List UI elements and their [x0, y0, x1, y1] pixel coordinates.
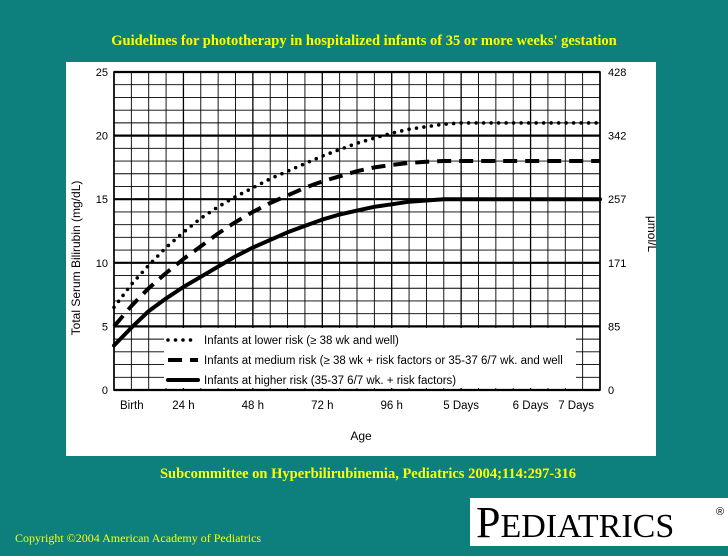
chart-panel: 0 5 10 15 20 25 0 85 171 257 342 428 Birth 24 h 48 h… [66, 62, 656, 456]
legend-label: Infants at medium risk (≥ 38 wk + risk f… [204, 355, 563, 367]
y-axis-right-label: μmol/L [645, 216, 656, 253]
legend-label: Infants at higher risk (35-37 6/7 wk. + … [204, 375, 456, 387]
x-axis-label: Age [350, 429, 372, 443]
slide-title: Guidelines for phototherapy in hospitali… [111, 33, 617, 49]
y-tick-label: 0 [102, 385, 108, 397]
citation: Subcommittee on Hyperbilirubinemia, Pedi… [159, 466, 577, 482]
x-tick-label: 6 Days [513, 400, 549, 412]
x-tick-label: Birth [120, 400, 144, 412]
y-tick-label: 5 [102, 321, 108, 333]
x-tick-label: 72 h [311, 400, 333, 412]
chart-frame [113, 71, 601, 391]
x-tick-label: 48 h [242, 400, 264, 412]
series-line-dashed [112, 159, 600, 328]
legend-box [164, 328, 576, 388]
chart-series [112, 121, 602, 348]
logo-wordmark: PEDIATRICS [476, 500, 674, 556]
y-axis-label: Total Serum Bilirubin (mg/dL) [69, 181, 83, 336]
x-tick-label: 5 Days [443, 400, 479, 412]
y-right-tick-label: 171 [608, 258, 626, 270]
y-tick-label: 25 [96, 67, 108, 79]
legend-label: Infants at lower risk (≥ 38 wk and well) [204, 335, 399, 347]
y-tick-label: 15 [96, 194, 108, 206]
x-axis-ticks: Birth 24 h 48 h 72 h 96 h 5 Days 6 Days 7 Days [120, 400, 594, 412]
x-tick-label: 96 h [381, 400, 403, 412]
y-right-tick-label: 342 [608, 131, 626, 143]
x-tick-label: 7 Days [558, 400, 594, 412]
copyright-notice: Copyright ©2004 American Academy of Pedi… [15, 531, 262, 545]
registered-mark: ® [716, 506, 725, 518]
y-right-tick-label: 428 [608, 67, 626, 79]
chart-legend: Infants at lower risk (≥ 38 wk and well)… [164, 328, 576, 388]
series-line-solid [112, 197, 602, 348]
logo-first-letter: P [476, 498, 501, 547]
series-line-dotted [112, 121, 602, 310]
y-axis-right-ticks: 0 85 171 257 342 428 [608, 67, 626, 397]
pediatrics-logo: PEDIATRICS ® [470, 498, 728, 546]
y-right-tick-label: 0 [608, 385, 614, 397]
y-tick-label: 20 [96, 131, 108, 143]
logo-rest-letters: EDIATRICS [500, 508, 675, 545]
y-tick-label: 10 [96, 258, 108, 270]
bilirubin-chart: 0 5 10 15 20 25 0 85 171 257 342 428 Birth 24 h 48 h… [69, 67, 656, 443]
plot-border [113, 71, 601, 391]
x-tick-label: 24 h [172, 400, 194, 412]
y-right-tick-label: 85 [608, 321, 620, 333]
y-axis-left-ticks: 0 5 10 15 20 25 [96, 67, 108, 397]
y-right-tick-label: 257 [608, 194, 626, 206]
